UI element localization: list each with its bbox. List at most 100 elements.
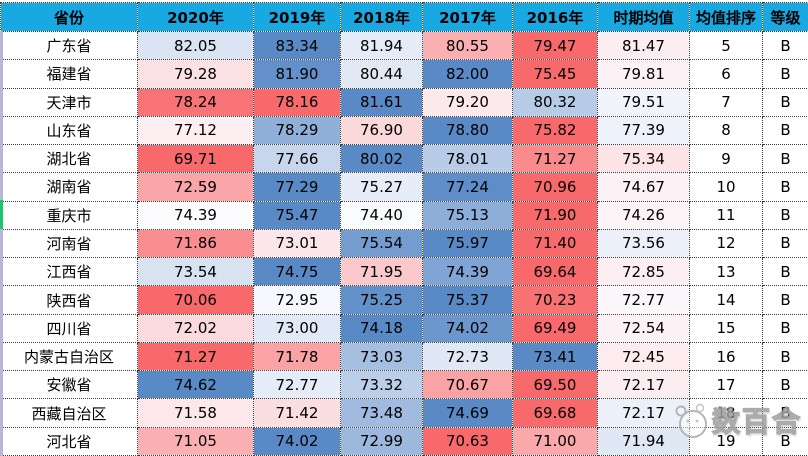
rank-cell: 6 bbox=[689, 59, 763, 89]
value-cell: 82.00 bbox=[422, 59, 513, 89]
value-cell: 72.54 bbox=[597, 313, 690, 343]
value-cell: 78.80 bbox=[422, 115, 513, 146]
grade-cell: B bbox=[762, 30, 808, 61]
value-cell: 69.50 bbox=[512, 370, 598, 400]
column-header: 2020年 bbox=[137, 2, 254, 32]
value-cell: 73.03 bbox=[340, 341, 423, 372]
value-cell: 81.47 bbox=[597, 30, 690, 61]
table-row: 陕西省 70.06 72.95 75.25 75.37 70.23 72.77 14 B bbox=[0, 285, 808, 315]
province-cell: 天津市 bbox=[0, 87, 138, 117]
value-cell: 71.86 bbox=[137, 228, 254, 259]
value-cell: 75.82 bbox=[512, 115, 598, 146]
value-cell: 71.94 bbox=[597, 426, 690, 456]
column-header: 省份 bbox=[0, 2, 138, 32]
province-cell: 河北省 bbox=[0, 426, 138, 456]
table-row: 山东省 77.12 78.29 76.90 78.80 75.82 77.39 8 B bbox=[0, 115, 808, 146]
grade-cell: B bbox=[762, 59, 808, 89]
value-cell: 72.77 bbox=[253, 370, 341, 400]
rank-cell: 12 bbox=[689, 228, 763, 259]
rank-cell: 19 bbox=[689, 426, 763, 456]
value-cell: 69.68 bbox=[512, 398, 598, 428]
value-cell: 72.02 bbox=[137, 313, 254, 343]
rank-cell: 14 bbox=[689, 285, 763, 315]
rank-cell: 10 bbox=[689, 172, 763, 202]
table-row: 广东省 82.05 83.34 81.94 80.55 79.47 81.47 5 B bbox=[0, 30, 808, 61]
value-cell: 72.45 bbox=[597, 341, 690, 372]
table-body: 广东省 82.05 83.34 81.94 80.55 79.47 81.47 5 B 福建省 79… bbox=[0, 30, 808, 456]
value-cell: 73.48 bbox=[340, 398, 423, 428]
province-cell: 山东省 bbox=[0, 115, 138, 146]
value-cell: 83.34 bbox=[253, 30, 341, 61]
grade-cell: B bbox=[762, 341, 808, 372]
rank-cell: 7 bbox=[689, 87, 763, 117]
value-cell: 71.40 bbox=[512, 228, 598, 259]
value-cell: 75.27 bbox=[340, 172, 423, 202]
province-cell: 湖南省 bbox=[0, 172, 138, 202]
value-cell: 72.59 bbox=[137, 172, 254, 202]
table-row: 河北省 71.05 74.02 72.99 70.63 71.00 71.94 19 B bbox=[0, 426, 808, 456]
value-cell: 69.64 bbox=[512, 257, 598, 287]
table-row: 河南省 71.86 73.01 75.54 75.97 71.40 73.56 12 B bbox=[0, 228, 808, 259]
value-cell: 73.01 bbox=[253, 228, 341, 259]
table-row: 重庆市 74.39 75.47 74.40 75.13 71.90 74.26 11 B bbox=[0, 200, 808, 230]
value-cell: 73.32 bbox=[340, 370, 423, 400]
window-edge-stripe bbox=[0, 31, 3, 456]
table-row: 内蒙古自治区 71.27 71.78 73.03 72.73 73.41 72.45 16 B bbox=[0, 341, 808, 372]
header-row: 省份 2020年 2019年 2018年 2017年 2016年 时期均值 均值排序 等级 bbox=[0, 2, 808, 32]
value-cell: 74.02 bbox=[422, 313, 513, 343]
value-cell: 72.85 bbox=[597, 257, 690, 287]
value-cell: 74.39 bbox=[422, 257, 513, 287]
value-cell: 73.41 bbox=[512, 341, 598, 372]
value-cell: 70.23 bbox=[512, 285, 598, 315]
value-cell: 70.63 bbox=[422, 426, 513, 456]
value-cell: 73.00 bbox=[253, 313, 341, 343]
value-cell: 71.58 bbox=[137, 398, 254, 428]
province-cell: 四川省 bbox=[0, 313, 138, 343]
table-row: 福建省 79.28 81.90 80.44 82.00 75.45 79.81 6 B bbox=[0, 59, 808, 89]
column-header: 2017年 bbox=[422, 2, 513, 32]
value-cell: 77.39 bbox=[597, 115, 690, 146]
grade-cell: B bbox=[762, 398, 808, 428]
value-cell: 77.12 bbox=[137, 115, 254, 146]
table-row: 四川省 72.02 73.00 74.18 74.02 69.49 72.54 15 B bbox=[0, 313, 808, 343]
value-cell: 75.25 bbox=[340, 285, 423, 315]
rank-cell: 15 bbox=[689, 313, 763, 343]
column-header: 等级 bbox=[762, 2, 808, 32]
value-cell: 80.44 bbox=[340, 59, 423, 89]
value-cell: 78.29 bbox=[253, 115, 341, 146]
value-cell: 70.67 bbox=[422, 370, 513, 400]
value-cell: 76.90 bbox=[340, 115, 423, 146]
value-cell: 75.54 bbox=[340, 228, 423, 259]
grade-cell: B bbox=[762, 115, 808, 146]
table-row: 湖南省 72.59 77.29 75.27 77.24 70.96 74.67 10 B bbox=[0, 172, 808, 202]
value-cell: 78.01 bbox=[422, 144, 513, 174]
value-cell: 79.28 bbox=[137, 59, 254, 89]
value-cell: 72.17 bbox=[597, 370, 690, 400]
value-cell: 74.62 bbox=[137, 370, 254, 400]
value-cell: 75.34 bbox=[597, 144, 690, 174]
value-cell: 73.54 bbox=[137, 257, 254, 287]
value-cell: 78.24 bbox=[137, 87, 254, 117]
table-row: 西藏自治区 71.58 71.42 73.48 74.69 69.68 72.17 18 B bbox=[0, 398, 808, 428]
value-cell: 78.16 bbox=[253, 87, 341, 117]
column-header: 均值排序 bbox=[689, 2, 763, 32]
grade-cell: B bbox=[762, 313, 808, 343]
column-header: 2018年 bbox=[340, 2, 423, 32]
value-cell: 80.32 bbox=[512, 87, 598, 117]
value-cell: 71.27 bbox=[137, 341, 254, 372]
province-cell: 河南省 bbox=[0, 228, 138, 259]
grade-cell: B bbox=[762, 200, 808, 230]
value-cell: 74.67 bbox=[597, 172, 690, 202]
value-cell: 77.29 bbox=[253, 172, 341, 202]
rank-cell: 11 bbox=[689, 200, 763, 230]
column-header: 时期均值 bbox=[597, 2, 690, 32]
table-row: 安徽省 74.62 72.77 73.32 70.67 69.50 72.17 17 B bbox=[0, 370, 808, 400]
value-cell: 73.56 bbox=[597, 228, 690, 259]
grade-cell: B bbox=[762, 87, 808, 117]
value-cell: 71.78 bbox=[253, 341, 341, 372]
province-cell: 重庆市 bbox=[0, 200, 138, 230]
rank-cell: 18 bbox=[689, 398, 763, 428]
value-cell: 75.45 bbox=[512, 59, 598, 89]
value-cell: 69.71 bbox=[137, 144, 254, 174]
